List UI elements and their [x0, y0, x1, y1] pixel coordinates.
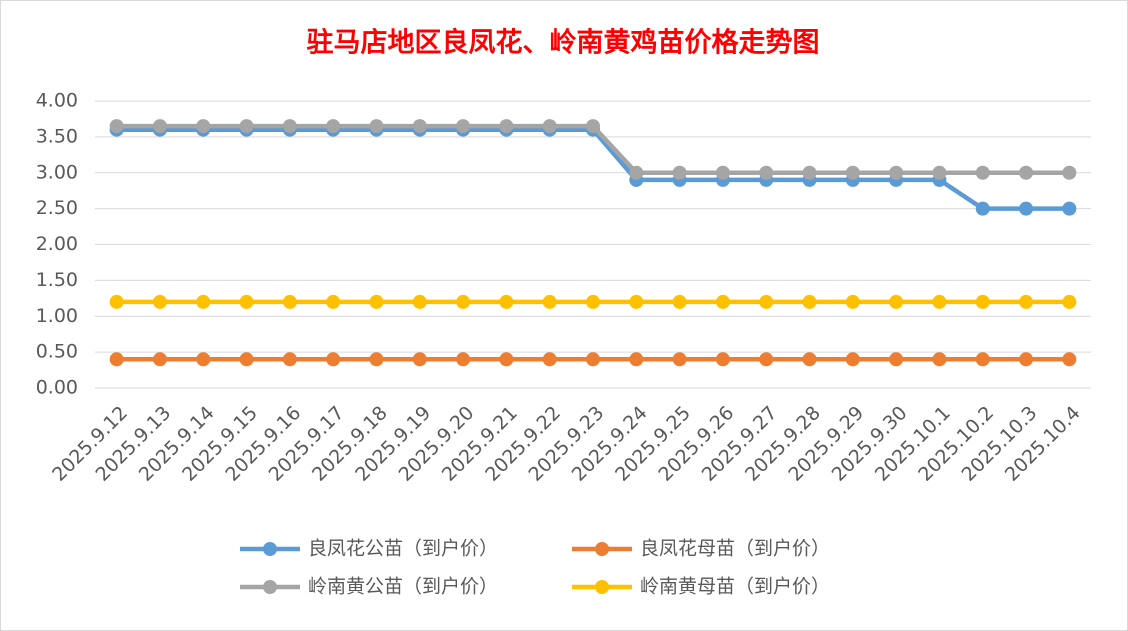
- data-point: [542, 294, 557, 309]
- data-point: [326, 352, 341, 367]
- y-tick-label: 0.00: [36, 377, 78, 399]
- data-point: [672, 165, 687, 180]
- data-point: [109, 119, 124, 134]
- data-point: [196, 352, 211, 367]
- data-point: [456, 294, 471, 309]
- y-tick-label: 2.00: [36, 233, 78, 255]
- data-point: [109, 294, 124, 309]
- data-point: [975, 352, 990, 367]
- data-point: [456, 119, 471, 134]
- data-point: [889, 165, 904, 180]
- data-point: [629, 165, 644, 180]
- data-point: [845, 294, 860, 309]
- data-point: [932, 352, 947, 367]
- data-point: [889, 294, 904, 309]
- data-point: [282, 294, 297, 309]
- y-tick-label: 4.00: [36, 90, 78, 112]
- data-point: [326, 119, 341, 134]
- data-point: [412, 352, 427, 367]
- data-point: [412, 294, 427, 309]
- y-tick-label: 2.50: [36, 197, 78, 219]
- chart-title: 驻马店地区良凤花、岭南黄鸡苗价格走势图: [307, 27, 820, 59]
- data-point: [109, 352, 124, 367]
- data-point: [1062, 201, 1077, 216]
- data-point: [586, 294, 600, 309]
- data-point: [282, 352, 297, 367]
- data-point: [499, 119, 514, 134]
- data-point: [369, 119, 384, 134]
- data-point: [802, 352, 817, 367]
- legend-marker: [263, 580, 277, 594]
- data-point: [239, 294, 254, 309]
- data-point: [845, 165, 860, 180]
- data-point: [1062, 352, 1077, 367]
- data-point: [629, 352, 644, 367]
- legend-marker: [263, 542, 277, 556]
- data-point: [1019, 165, 1034, 180]
- data-point: [1019, 201, 1034, 216]
- data-point: [629, 294, 644, 309]
- legend-marker: [595, 542, 609, 556]
- data-point: [239, 352, 254, 367]
- data-point: [152, 294, 167, 309]
- data-point: [759, 352, 774, 367]
- data-point: [802, 165, 817, 180]
- y-tick-label: 1.50: [36, 269, 78, 291]
- data-point: [802, 294, 817, 309]
- data-point: [196, 294, 211, 309]
- data-point: [586, 119, 600, 134]
- data-point: [369, 294, 384, 309]
- data-point: [975, 201, 990, 216]
- y-tick-label: 3.00: [36, 161, 78, 183]
- data-point: [975, 165, 990, 180]
- legend-marker: [595, 580, 609, 594]
- data-point: [975, 294, 990, 309]
- data-point: [1019, 294, 1034, 309]
- data-point: [152, 119, 167, 134]
- data-point: [932, 294, 947, 309]
- data-point: [499, 352, 514, 367]
- data-point: [499, 294, 514, 309]
- data-point: [369, 352, 384, 367]
- y-tick-label: 1.00: [36, 305, 78, 327]
- data-point: [542, 352, 557, 367]
- data-point: [672, 352, 687, 367]
- data-point: [845, 352, 860, 367]
- y-tick-label: 0.50: [36, 341, 78, 363]
- data-point: [759, 294, 774, 309]
- data-point: [412, 119, 427, 134]
- data-point: [196, 119, 211, 134]
- data-point: [326, 294, 341, 309]
- data-point: [759, 165, 774, 180]
- data-point: [672, 294, 687, 309]
- data-point: [239, 119, 254, 134]
- data-point: [152, 352, 167, 367]
- data-point: [586, 352, 600, 367]
- data-point: [889, 352, 904, 367]
- data-point: [715, 294, 730, 309]
- data-point: [1062, 294, 1077, 309]
- data-point: [715, 165, 730, 180]
- legend-label: 良凤花公苗（到户价）: [308, 538, 498, 560]
- legend-label: 岭南黄公苗（到户价）: [308, 576, 498, 598]
- data-point: [1019, 352, 1034, 367]
- data-point: [282, 119, 297, 134]
- data-point: [715, 352, 730, 367]
- legend-label: 良凤花母苗（到户价）: [640, 538, 830, 560]
- legend-label: 岭南黄母苗（到户价）: [640, 576, 830, 598]
- data-point: [932, 165, 947, 180]
- data-point: [456, 352, 471, 367]
- y-tick-label: 3.50: [36, 125, 78, 147]
- data-point: [542, 119, 557, 134]
- data-point: [1062, 165, 1077, 180]
